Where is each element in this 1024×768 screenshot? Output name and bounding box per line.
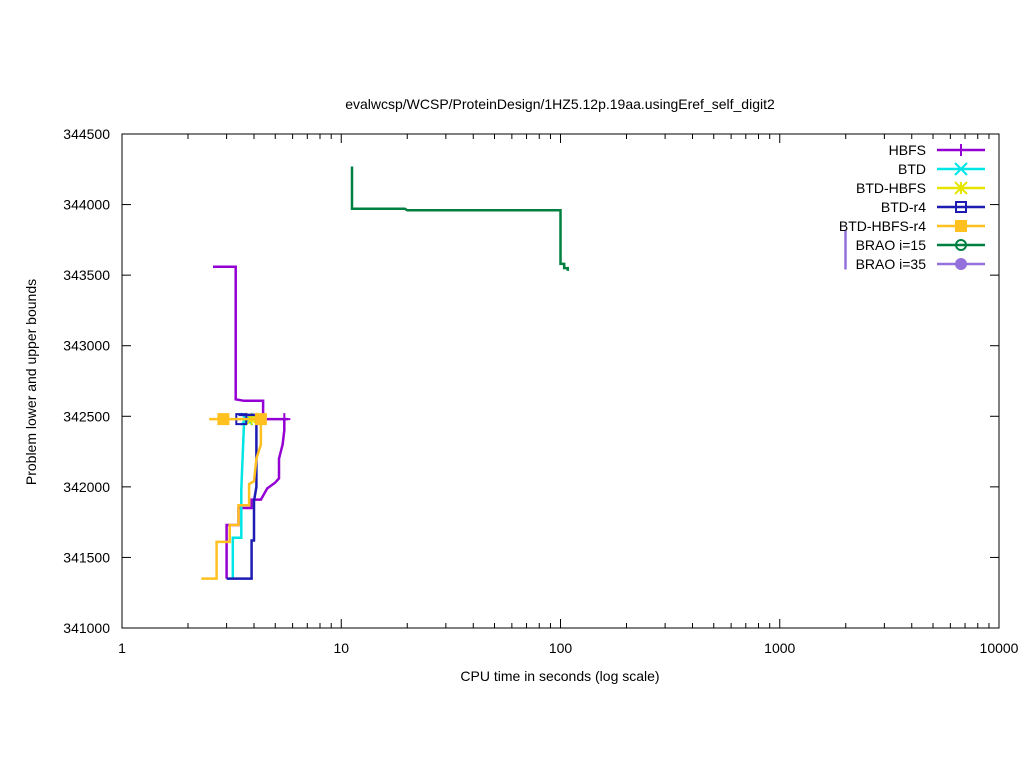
y-tick-label: 344000 (63, 197, 110, 213)
series-hbfs-upper-line (213, 265, 288, 421)
legend-label: BTD-r4 (881, 199, 926, 215)
legend-marker (955, 239, 967, 251)
x-tick-label: 10 (333, 640, 349, 656)
legend-marker (955, 220, 967, 232)
legend: HBFS BTD BTD-HBFS BTD-r4 BTD-HBFS-r4 BRAO i=1… (839, 142, 985, 272)
plot-frame (121, 133, 1000, 629)
series-btd-lower-line (231, 419, 246, 579)
series-btd-hbfs-r4-lower-line (201, 419, 263, 580)
y-tick-label: 344500 (63, 126, 110, 142)
x-axis: 1 10 100 1000 10000 (118, 134, 1019, 656)
x-axis-label: CPU time in seconds (log scale) (460, 668, 659, 684)
legend-label: BTD-HBFS-r4 (839, 218, 926, 234)
y-tick-label: 342500 (63, 408, 110, 424)
legend-marker (955, 258, 967, 270)
series-layer (201, 166, 847, 580)
chart-title: evalwcsp/WCSP/ProteinDesign/1HZ5.12p.19a… (345, 96, 775, 112)
x-tick-label: 1 (118, 640, 126, 656)
legend-label: BTD (898, 161, 926, 177)
x-tick-label: 100 (549, 640, 573, 656)
series-btd-hbfs-r4-marker (254, 413, 267, 426)
legend-item-hbfs: HBFS (889, 142, 985, 158)
series-btd-hbfs-r4-marker (217, 413, 230, 426)
legend-marker (955, 201, 967, 213)
legend-item-brao-i-35: BRAO i=35 (856, 256, 985, 272)
legend-item-btd: BTD (898, 161, 985, 177)
y-tick-label: 341500 (63, 549, 110, 565)
y-tick-label: 341000 (63, 620, 110, 636)
legend-label: BTD-HBFS (856, 180, 926, 196)
legend-item-btd-hbfs: BTD-HBFS (856, 180, 985, 196)
legend-item-btd-r4: BTD-r4 (881, 199, 985, 215)
legend-marker (954, 181, 968, 195)
legend-marker (955, 144, 967, 156)
y-tick-label: 343000 (63, 338, 110, 354)
series-brao-i-15-upper-line (350, 166, 570, 271)
y-tick-label: 343500 (63, 267, 110, 283)
legend-marker (954, 162, 968, 176)
legend-label: BRAO i=15 (856, 237, 927, 253)
legend-item-brao-i-15: BRAO i=15 (856, 237, 985, 253)
legend-item-btd-hbfs-r4: BTD-HBFS-r4 (839, 218, 985, 234)
x-tick-label: 10000 (980, 640, 1019, 656)
legend-label: HBFS (889, 142, 926, 158)
series-hbfs-marker (278, 413, 291, 426)
legend-label: BRAO i=35 (856, 256, 927, 272)
y-tick-label: 342000 (63, 479, 110, 495)
y-axis: 341000 341500 342000 342500 343000 343500 3440… (63, 126, 999, 636)
series-btd-r4-lower-line (226, 419, 258, 580)
y-axis-label: Problem lower and upper bounds (23, 279, 39, 485)
x-tick-label: 1000 (764, 640, 795, 656)
